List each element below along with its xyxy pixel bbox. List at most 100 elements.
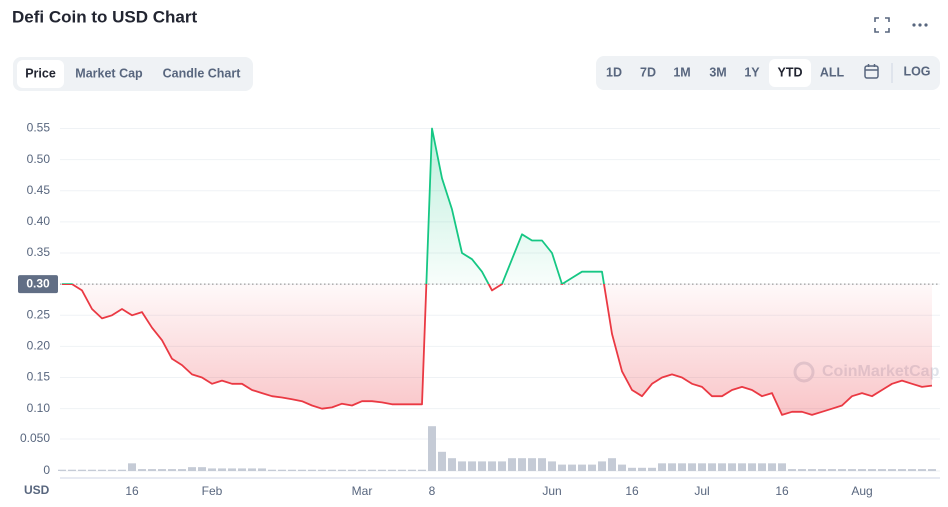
volume-bar	[858, 469, 866, 471]
volume-bar	[198, 467, 206, 471]
y2-tick-label: 0	[43, 463, 50, 477]
volume-bar	[608, 458, 616, 471]
volume-bar	[698, 463, 706, 471]
volume-bar	[138, 469, 146, 471]
volume-bar	[128, 463, 136, 471]
x-tick-label: Jul	[694, 484, 709, 498]
volume-bar	[218, 468, 226, 471]
volume-bar	[878, 469, 886, 471]
volume-bar	[378, 469, 386, 471]
volume-bar	[468, 461, 476, 471]
volume-bar	[58, 469, 66, 471]
volume-bar	[718, 463, 726, 471]
volume-bar	[688, 463, 696, 471]
y-tick-label: 0.10	[27, 401, 51, 415]
volume-bar	[898, 469, 906, 471]
volume-bar	[418, 469, 426, 471]
volume-bar	[808, 469, 816, 471]
volume-bar	[348, 469, 356, 471]
more-icon[interactable]	[912, 23, 928, 27]
volume-bar	[228, 468, 236, 471]
volume-bar	[458, 461, 466, 471]
volume-bar	[118, 469, 126, 471]
volume-bar	[628, 467, 636, 471]
range-button[interactable]: 1M	[673, 65, 690, 79]
volume-bar	[268, 469, 276, 471]
range-button[interactable]: 1D	[606, 65, 622, 79]
volume-bar	[98, 469, 106, 471]
y-tick-label: 0.35	[27, 245, 51, 259]
volume-bar	[288, 469, 296, 471]
volume-bar	[88, 469, 96, 471]
volume-bar	[818, 469, 826, 471]
tab-group	[13, 57, 253, 91]
price-line	[62, 127, 933, 416]
range-group	[596, 56, 940, 90]
volume-bar	[178, 469, 186, 471]
range-active-bg	[769, 59, 811, 87]
volume-bar	[528, 458, 536, 471]
volume-bar	[558, 464, 566, 471]
volume-bar	[318, 469, 326, 471]
tab[interactable]: Price	[25, 66, 56, 80]
volume-bar	[328, 469, 336, 471]
volume-bar	[208, 468, 216, 471]
y-tick-label: 0.45	[27, 183, 51, 197]
calendar-icon[interactable]	[864, 64, 879, 79]
volume-bar	[388, 469, 396, 471]
volume-bar	[408, 469, 416, 471]
log-button[interactable]: LOG	[903, 64, 930, 78]
volume-bar	[678, 463, 686, 471]
volume-bar	[568, 464, 576, 471]
volume-bar	[148, 469, 156, 471]
volume-bar	[248, 468, 256, 471]
volume-bar	[448, 458, 456, 471]
volume-bar	[188, 467, 196, 471]
tab[interactable]: Candle Chart	[163, 66, 242, 80]
y2-tick-label: 0.050	[20, 431, 50, 445]
baseline-label-bg	[18, 275, 58, 294]
volume-bar	[778, 463, 786, 471]
range-button[interactable]: YTD	[778, 65, 803, 79]
expand-icon[interactable]	[874, 17, 890, 33]
volume-bar	[428, 426, 436, 471]
x-tick-label: 16	[775, 484, 789, 498]
volume-bar	[708, 463, 716, 471]
volume-bar	[728, 463, 736, 471]
volume-bar	[438, 451, 446, 471]
tab[interactable]: Market Cap	[75, 66, 143, 80]
volume-bar	[338, 469, 346, 471]
volume-bar	[518, 458, 526, 471]
x-tick-label: 16	[625, 484, 639, 498]
volume-bar	[758, 463, 766, 471]
volume-bar	[478, 461, 486, 471]
volume-bar	[648, 467, 656, 471]
volume-bar	[398, 469, 406, 471]
x-tick-label: Jun	[542, 484, 561, 498]
tab-active-bg	[17, 60, 64, 88]
volume-bar	[368, 469, 376, 471]
y-tick-label: 0.40	[27, 214, 51, 228]
y-tick-label: 0.25	[27, 307, 51, 321]
volume-bar	[538, 458, 546, 471]
volume-bar	[508, 458, 516, 471]
volume-bar	[848, 469, 856, 471]
range-button[interactable]: 1Y	[744, 65, 760, 79]
y-tick-label: 0.15	[27, 370, 51, 384]
volume-bar	[768, 463, 776, 471]
range-button[interactable]: 7D	[640, 65, 656, 79]
volume-bar	[868, 469, 876, 471]
baseline-label: 0.30	[26, 276, 50, 290]
x-tick-label: 16	[125, 484, 139, 498]
range-button[interactable]: 3M	[709, 65, 726, 79]
volume-bar	[78, 469, 86, 471]
volume-bar	[928, 469, 936, 471]
y-tick-label: 0.50	[27, 152, 51, 166]
range-button[interactable]: ALL	[820, 65, 845, 79]
volume-bar	[498, 461, 506, 471]
volume-bar	[298, 469, 306, 471]
x-tick-label: Mar	[352, 484, 373, 498]
volume-bar	[68, 469, 76, 471]
